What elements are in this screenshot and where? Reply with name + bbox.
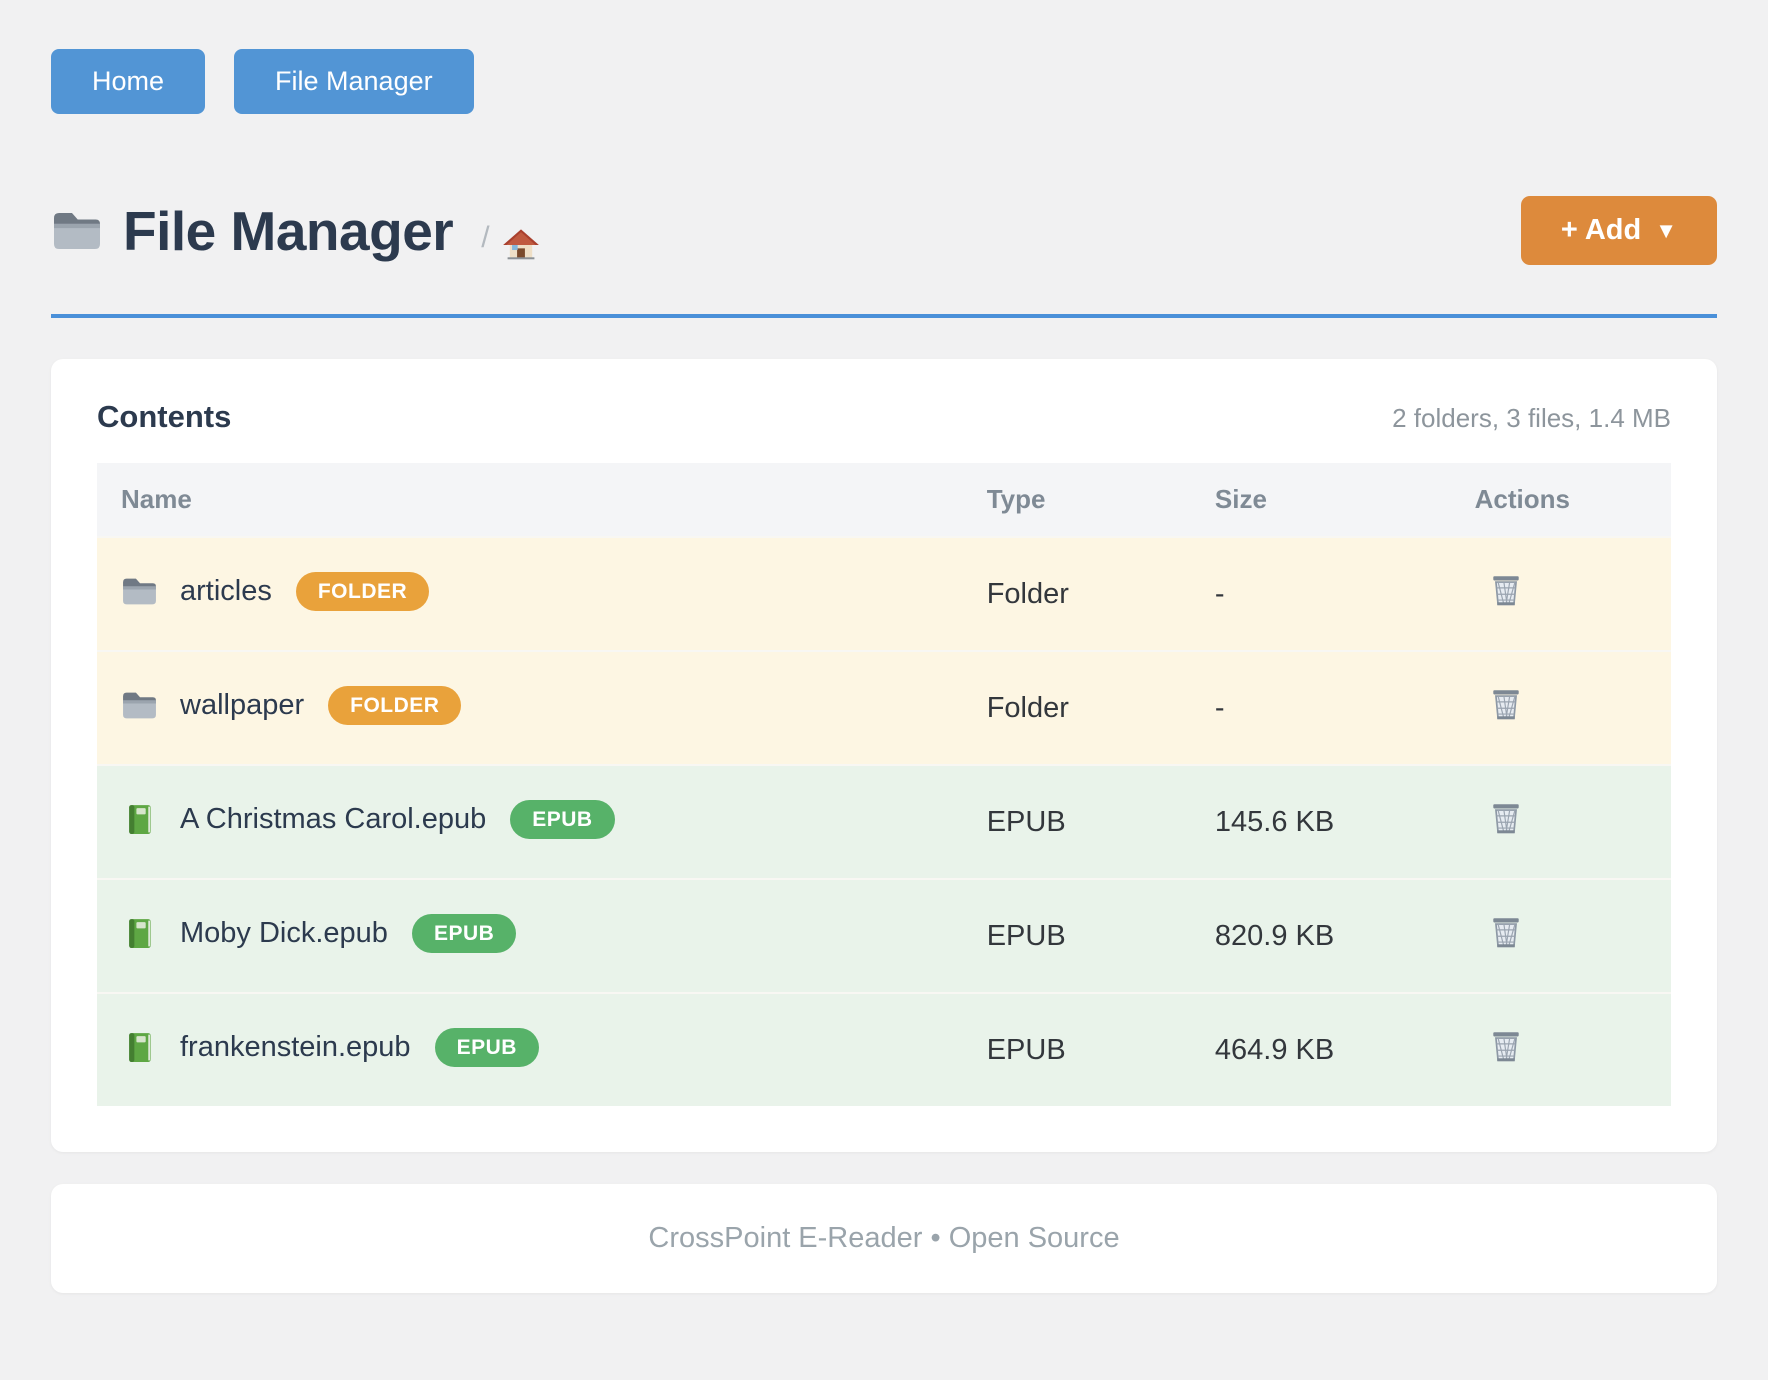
delete-button[interactable] — [1489, 572, 1523, 611]
delete-button[interactable] — [1489, 914, 1523, 953]
type-cell: EPUB — [986, 1033, 1066, 1066]
file-table: Name Type Size Actions articles FOLDER Fol… — [97, 463, 1671, 1106]
type-badge: FOLDER — [328, 686, 462, 725]
add-button-label: + Add — [1560, 214, 1642, 246]
actions-cell — [1451, 765, 1671, 879]
trash-icon — [1489, 572, 1523, 608]
trash-icon — [1489, 1028, 1523, 1064]
size-cell: - — [1214, 691, 1225, 724]
table-row[interactable]: articles FOLDER Folder - — [97, 537, 1671, 651]
delete-button[interactable] — [1489, 800, 1523, 839]
actions-cell — [1451, 993, 1671, 1106]
top-nav: Home File Manager — [51, 49, 1717, 114]
name-cell: frankenstein.epub EPUB — [97, 994, 963, 1101]
folder-icon — [121, 575, 158, 608]
trash-icon — [1489, 800, 1523, 836]
page-title: File Manager — [123, 199, 454, 262]
table-row[interactable]: frankenstein.epub EPUB EPUB 464.9 KB — [97, 993, 1671, 1106]
book-epub-icon — [121, 1031, 158, 1064]
table-header-row: Name Type Size Actions — [97, 463, 1671, 537]
file-name[interactable]: wallpaper — [180, 689, 305, 721]
footer-text: CrossPoint E-Reader • Open Source — [648, 1222, 1120, 1254]
caret-down-icon: ▼ — [1655, 217, 1677, 243]
delete-button[interactable] — [1489, 686, 1523, 725]
trash-icon — [1489, 686, 1523, 722]
folder-icon — [51, 208, 103, 254]
file-name[interactable]: A Christmas Carol.epub — [180, 803, 487, 835]
type-cell: EPUB — [986, 805, 1066, 838]
table-row[interactable]: Moby Dick.epub EPUB EPUB 820.9 KB — [97, 879, 1671, 993]
nav-home-button[interactable]: Home — [51, 49, 206, 114]
name-cell: wallpaper FOLDER — [97, 652, 963, 759]
file-name[interactable]: Moby Dick.epub — [180, 917, 388, 949]
nav-file-manager-button[interactable]: File Manager — [234, 49, 474, 114]
table-row[interactable]: wallpaper FOLDER Folder - — [97, 651, 1671, 765]
size-cell: 145.6 KB — [1214, 805, 1335, 838]
type-badge: EPUB — [510, 800, 615, 839]
trash-icon — [1489, 914, 1523, 950]
contents-card-head: Contents 2 folders, 3 files, 1.4 MB — [97, 399, 1671, 435]
delete-button[interactable] — [1489, 1028, 1523, 1067]
title-wrap: File Manager / — [51, 199, 540, 263]
file-table-body: articles FOLDER Folder - wallpaper FOLDER Fold… — [97, 537, 1671, 1106]
size-cell: - — [1214, 577, 1225, 610]
contents-title: Contents — [97, 399, 232, 434]
page-header: File Manager / + Add ▼ — [51, 196, 1717, 265]
add-button[interactable]: + Add ▼ — [1520, 196, 1717, 265]
contents-card: Contents 2 folders, 3 files, 1.4 MB Name… — [51, 359, 1717, 1152]
type-badge: FOLDER — [295, 572, 430, 611]
name-cell: Moby Dick.epub EPUB — [97, 880, 963, 987]
column-header-name: Name — [121, 484, 192, 514]
actions-cell — [1451, 537, 1671, 651]
actions-cell — [1451, 879, 1671, 993]
name-cell: articles FOLDER — [97, 538, 963, 645]
size-cell: 820.9 KB — [1214, 919, 1335, 952]
footer: CrossPoint E-Reader • Open Source — [51, 1184, 1717, 1293]
breadcrumb-separator: / — [481, 220, 490, 254]
column-header-type: Type — [986, 484, 1046, 514]
file-name[interactable]: articles — [180, 575, 272, 607]
book-epub-icon — [121, 803, 158, 836]
actions-cell — [1451, 651, 1671, 765]
header-divider — [51, 314, 1717, 318]
type-cell: EPUB — [986, 919, 1066, 952]
contents-summary: 2 folders, 3 files, 1.4 MB — [1392, 403, 1671, 433]
table-row[interactable]: A Christmas Carol.epub EPUB EPUB 145.6 KB — [97, 765, 1671, 879]
column-header-actions: Actions — [1474, 484, 1570, 514]
folder-icon — [121, 689, 158, 722]
type-badge: EPUB — [434, 1028, 539, 1067]
size-cell: 464.9 KB — [1214, 1033, 1335, 1066]
file-name[interactable]: frankenstein.epub — [180, 1031, 411, 1063]
breadcrumb-home-icon[interactable] — [502, 227, 540, 263]
type-cell: Folder — [986, 577, 1069, 610]
name-cell: A Christmas Carol.epub EPUB — [97, 766, 963, 873]
column-header-size: Size — [1214, 484, 1267, 514]
type-badge: EPUB — [411, 914, 517, 953]
type-cell: Folder — [986, 691, 1069, 724]
book-epub-icon — [121, 917, 158, 950]
